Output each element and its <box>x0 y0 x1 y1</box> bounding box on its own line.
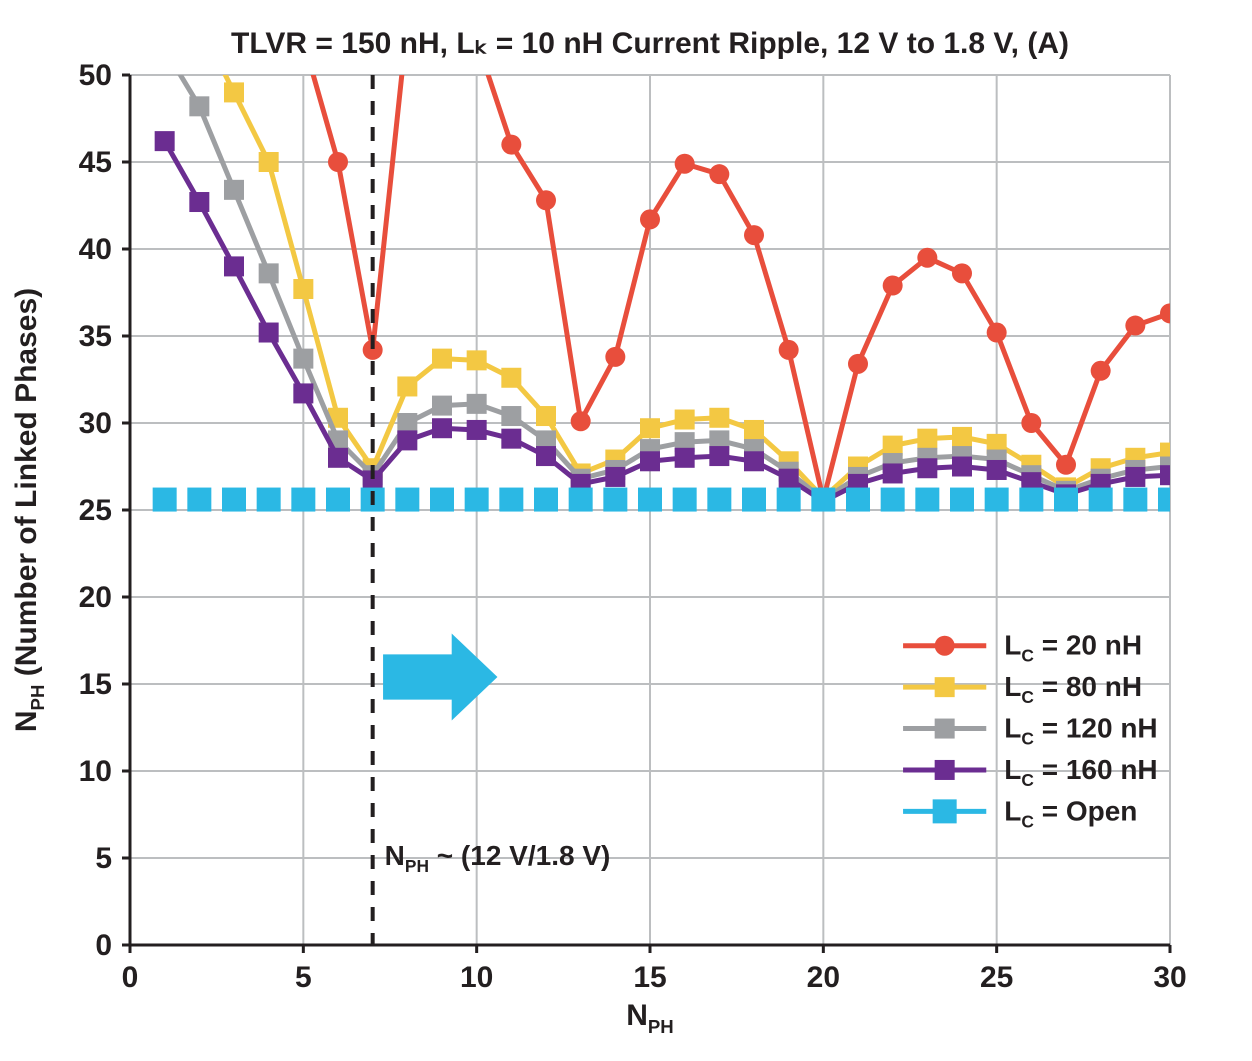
chart-background <box>0 0 1252 1061</box>
x-tick-label: 10 <box>460 961 493 994</box>
x-tick-label: 25 <box>980 961 1013 994</box>
y-tick-label: 20 <box>79 581 112 614</box>
y-tick-label: 30 <box>79 407 112 440</box>
y-tick-label: 10 <box>79 755 112 788</box>
y-tick-label: 50 <box>79 59 112 92</box>
chart-title: TLVR = 150 nH, Lₖ = 10 nH Current Ripple… <box>231 27 1069 60</box>
y-axis-label: NPH (Number of Linked Phases) <box>10 288 48 732</box>
y-tick-label: 45 <box>79 146 112 179</box>
y-tick-label: 0 <box>95 929 112 962</box>
y-tick-label: 40 <box>79 233 112 266</box>
x-tick-label: 15 <box>633 961 666 994</box>
x-tick-label: 5 <box>295 961 312 994</box>
x-tick-label: 0 <box>122 961 139 994</box>
x-tick-label: 20 <box>807 961 840 994</box>
y-tick-label: 35 <box>79 320 112 353</box>
y-tick-label: 15 <box>79 668 112 701</box>
y-tick-label: 25 <box>79 494 112 527</box>
chart-container: 0 5 10 15 20 25 30 0 5 10 15 20 25 30 35 40 45 50 TLVR = 1… <box>0 0 1252 1061</box>
chart-svg: 0 5 10 15 20 25 30 0 5 10 15 20 25 30 35 40 45 50 TLVR = 1… <box>0 0 1252 1061</box>
x-tick-label: 30 <box>1153 961 1186 994</box>
y-tick-label: 5 <box>95 842 112 875</box>
